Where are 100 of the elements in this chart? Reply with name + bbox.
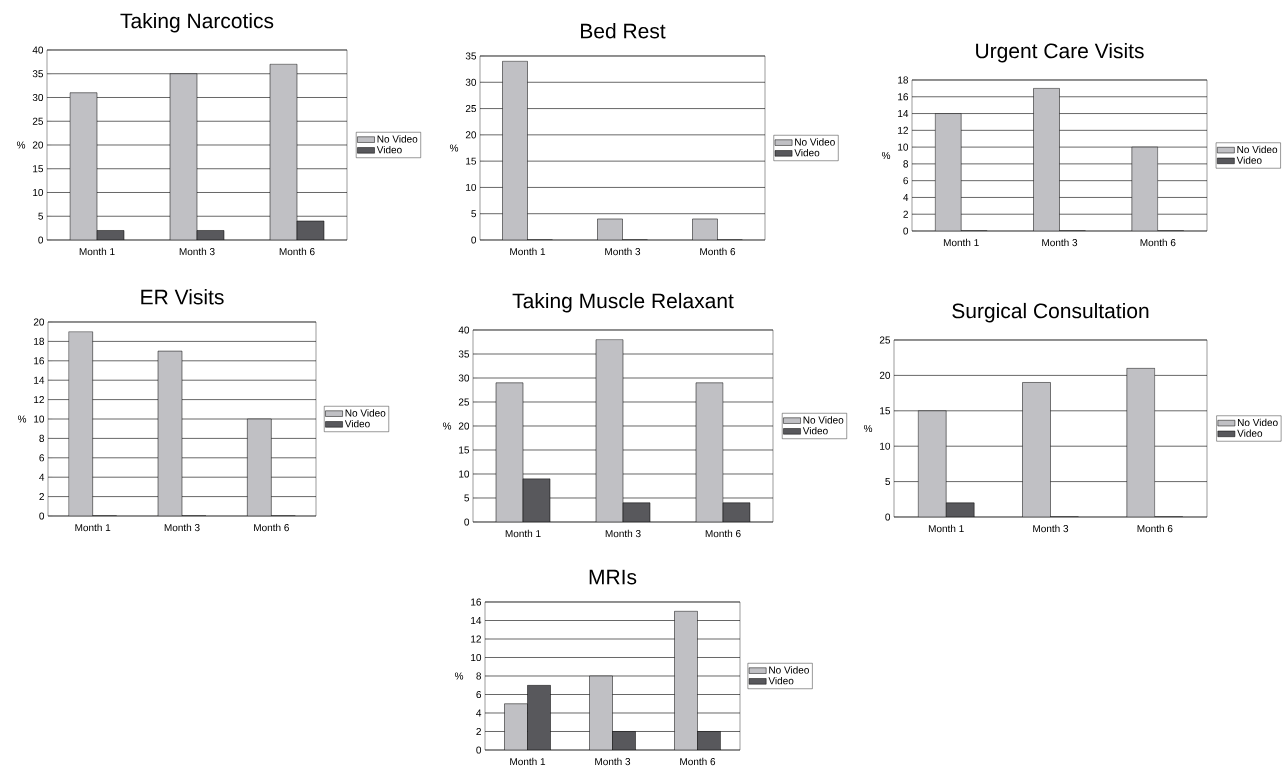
y-tick-label: 16 bbox=[471, 598, 482, 606]
bar bbox=[695, 382, 724, 522]
legend-label: Video bbox=[1237, 429, 1263, 437]
y-tick-label: 0 bbox=[471, 236, 477, 244]
bar bbox=[495, 382, 524, 522]
y-tick-label: 0 bbox=[903, 227, 909, 235]
y-tick-label: 10 bbox=[459, 470, 470, 478]
legend-label: No Video bbox=[795, 138, 835, 146]
y-tick-label: 14 bbox=[898, 110, 909, 117]
y-axis-title: % bbox=[17, 415, 27, 423]
y-tick-label: 2 bbox=[39, 493, 44, 501]
x-tick-label: Month 6 bbox=[254, 523, 289, 532]
x-tick-label: Month 1 bbox=[510, 757, 546, 766]
chart-title: Taking Muscle Relaxant bbox=[512, 292, 734, 313]
y-tick-label: 25 bbox=[458, 398, 470, 406]
legend-label: No Video bbox=[377, 135, 418, 143]
y-tick-label: 0 bbox=[476, 746, 482, 754]
chart-title: ER Visits bbox=[141, 289, 224, 305]
y-tick-label: 25 bbox=[879, 336, 891, 344]
x-tick-label: Month 6 bbox=[1140, 238, 1176, 247]
y-tick-label: 2 bbox=[903, 210, 908, 218]
y-tick-label: 8 bbox=[476, 672, 482, 680]
y-tick-label: 0 bbox=[885, 513, 891, 521]
x-tick-label: Month 1 bbox=[510, 247, 546, 256]
x-tick-label: Month 6 bbox=[279, 247, 315, 256]
bar bbox=[527, 685, 551, 750]
y-tick-label: 40 bbox=[32, 46, 44, 54]
x-tick-label: Month 3 bbox=[1042, 238, 1078, 247]
y-tick-label: 15 bbox=[459, 446, 470, 454]
chart-title: Surgical Consultation bbox=[952, 302, 1149, 323]
y-tick-label: 35 bbox=[32, 70, 44, 78]
y-tick-label: 20 bbox=[879, 371, 891, 379]
legend-label: Video bbox=[802, 427, 828, 435]
y-axis-title: % bbox=[16, 141, 26, 149]
y-tick-label: 16 bbox=[34, 357, 45, 365]
legend-label: No Video bbox=[1237, 418, 1278, 427]
bar bbox=[69, 92, 98, 240]
legend-label: No Video bbox=[1237, 145, 1278, 154]
y-tick-label: 30 bbox=[32, 93, 44, 102]
x-tick-label: Month 6 bbox=[680, 757, 716, 766]
x-tick-label: Month 6 bbox=[1137, 524, 1173, 533]
x-tick-label: Month 1 bbox=[928, 524, 964, 533]
x-tick-label: Month 6 bbox=[705, 529, 741, 538]
y-axis-title: % bbox=[449, 144, 459, 152]
y-tick-label: 10 bbox=[33, 188, 44, 197]
y-tick-label: 0 bbox=[464, 518, 470, 526]
y-tick-label: 12 bbox=[34, 396, 44, 404]
y-tick-label: 6 bbox=[476, 690, 482, 699]
y-tick-label: 12 bbox=[898, 126, 908, 134]
legend-label: Video bbox=[1236, 156, 1262, 164]
x-tick-label: Month 3 bbox=[595, 757, 631, 766]
y-tick-label: 16 bbox=[898, 93, 909, 101]
y-tick-label: 10 bbox=[471, 653, 482, 662]
x-tick-label: Month 3 bbox=[164, 523, 200, 532]
y-tick-label: 15 bbox=[880, 407, 891, 415]
bar bbox=[522, 478, 551, 522]
x-tick-label: Month 6 bbox=[700, 247, 736, 256]
y-tick-label: 5 bbox=[464, 494, 470, 502]
x-tick-label: Month 3 bbox=[179, 247, 215, 256]
y-tick-label: 4 bbox=[476, 709, 482, 717]
bar bbox=[169, 73, 198, 240]
x-tick-label: Month 1 bbox=[943, 238, 979, 247]
y-tick-label: 5 bbox=[471, 210, 477, 218]
y-tick-label: 12 bbox=[471, 635, 481, 643]
y-axis-title: % bbox=[863, 424, 873, 432]
bar bbox=[504, 703, 528, 750]
legend-label: No Video bbox=[803, 416, 844, 424]
y-tick-label: 5 bbox=[885, 478, 891, 486]
y-tick-label: 20 bbox=[32, 141, 44, 149]
y-tick-label: 2 bbox=[476, 728, 481, 735]
chart-title: Bed Rest bbox=[581, 23, 666, 39]
y-tick-label: 10 bbox=[34, 415, 45, 423]
y-tick-label: 15 bbox=[33, 165, 44, 173]
x-tick-label: Month 3 bbox=[1033, 524, 1069, 533]
legend-label: Video bbox=[344, 420, 370, 428]
legend-label: No Video bbox=[769, 666, 809, 674]
x-tick-label: Month 3 bbox=[605, 529, 641, 538]
y-axis-title: % bbox=[881, 151, 891, 159]
x-tick-label: Month 1 bbox=[505, 529, 541, 538]
bar bbox=[1131, 146, 1159, 231]
y-tick-label: 0 bbox=[39, 512, 45, 520]
y-tick-label: 10 bbox=[466, 183, 477, 191]
legend-label: No Video bbox=[345, 409, 386, 417]
y-tick-label: 20 bbox=[458, 422, 470, 430]
legend-label: Video bbox=[376, 146, 402, 154]
y-tick-label: 14 bbox=[471, 617, 482, 624]
y-tick-label: 6 bbox=[903, 177, 909, 185]
y-tick-label: 6 bbox=[39, 454, 45, 462]
y-tick-label: 10 bbox=[880, 442, 891, 450]
y-tick-label: 25 bbox=[32, 117, 44, 125]
bar bbox=[1033, 88, 1060, 231]
y-tick-label: 10 bbox=[898, 143, 909, 151]
y-tick-label: 35 bbox=[458, 350, 470, 358]
y-tick-label: 40 bbox=[458, 326, 470, 334]
chart-title: Taking Narcotics bbox=[120, 12, 274, 33]
y-tick-label: 8 bbox=[39, 434, 45, 442]
y-tick-label: 18 bbox=[898, 76, 909, 84]
y-tick-label: 20 bbox=[465, 131, 477, 139]
y-axis-title: % bbox=[454, 672, 464, 680]
bar bbox=[595, 339, 624, 522]
